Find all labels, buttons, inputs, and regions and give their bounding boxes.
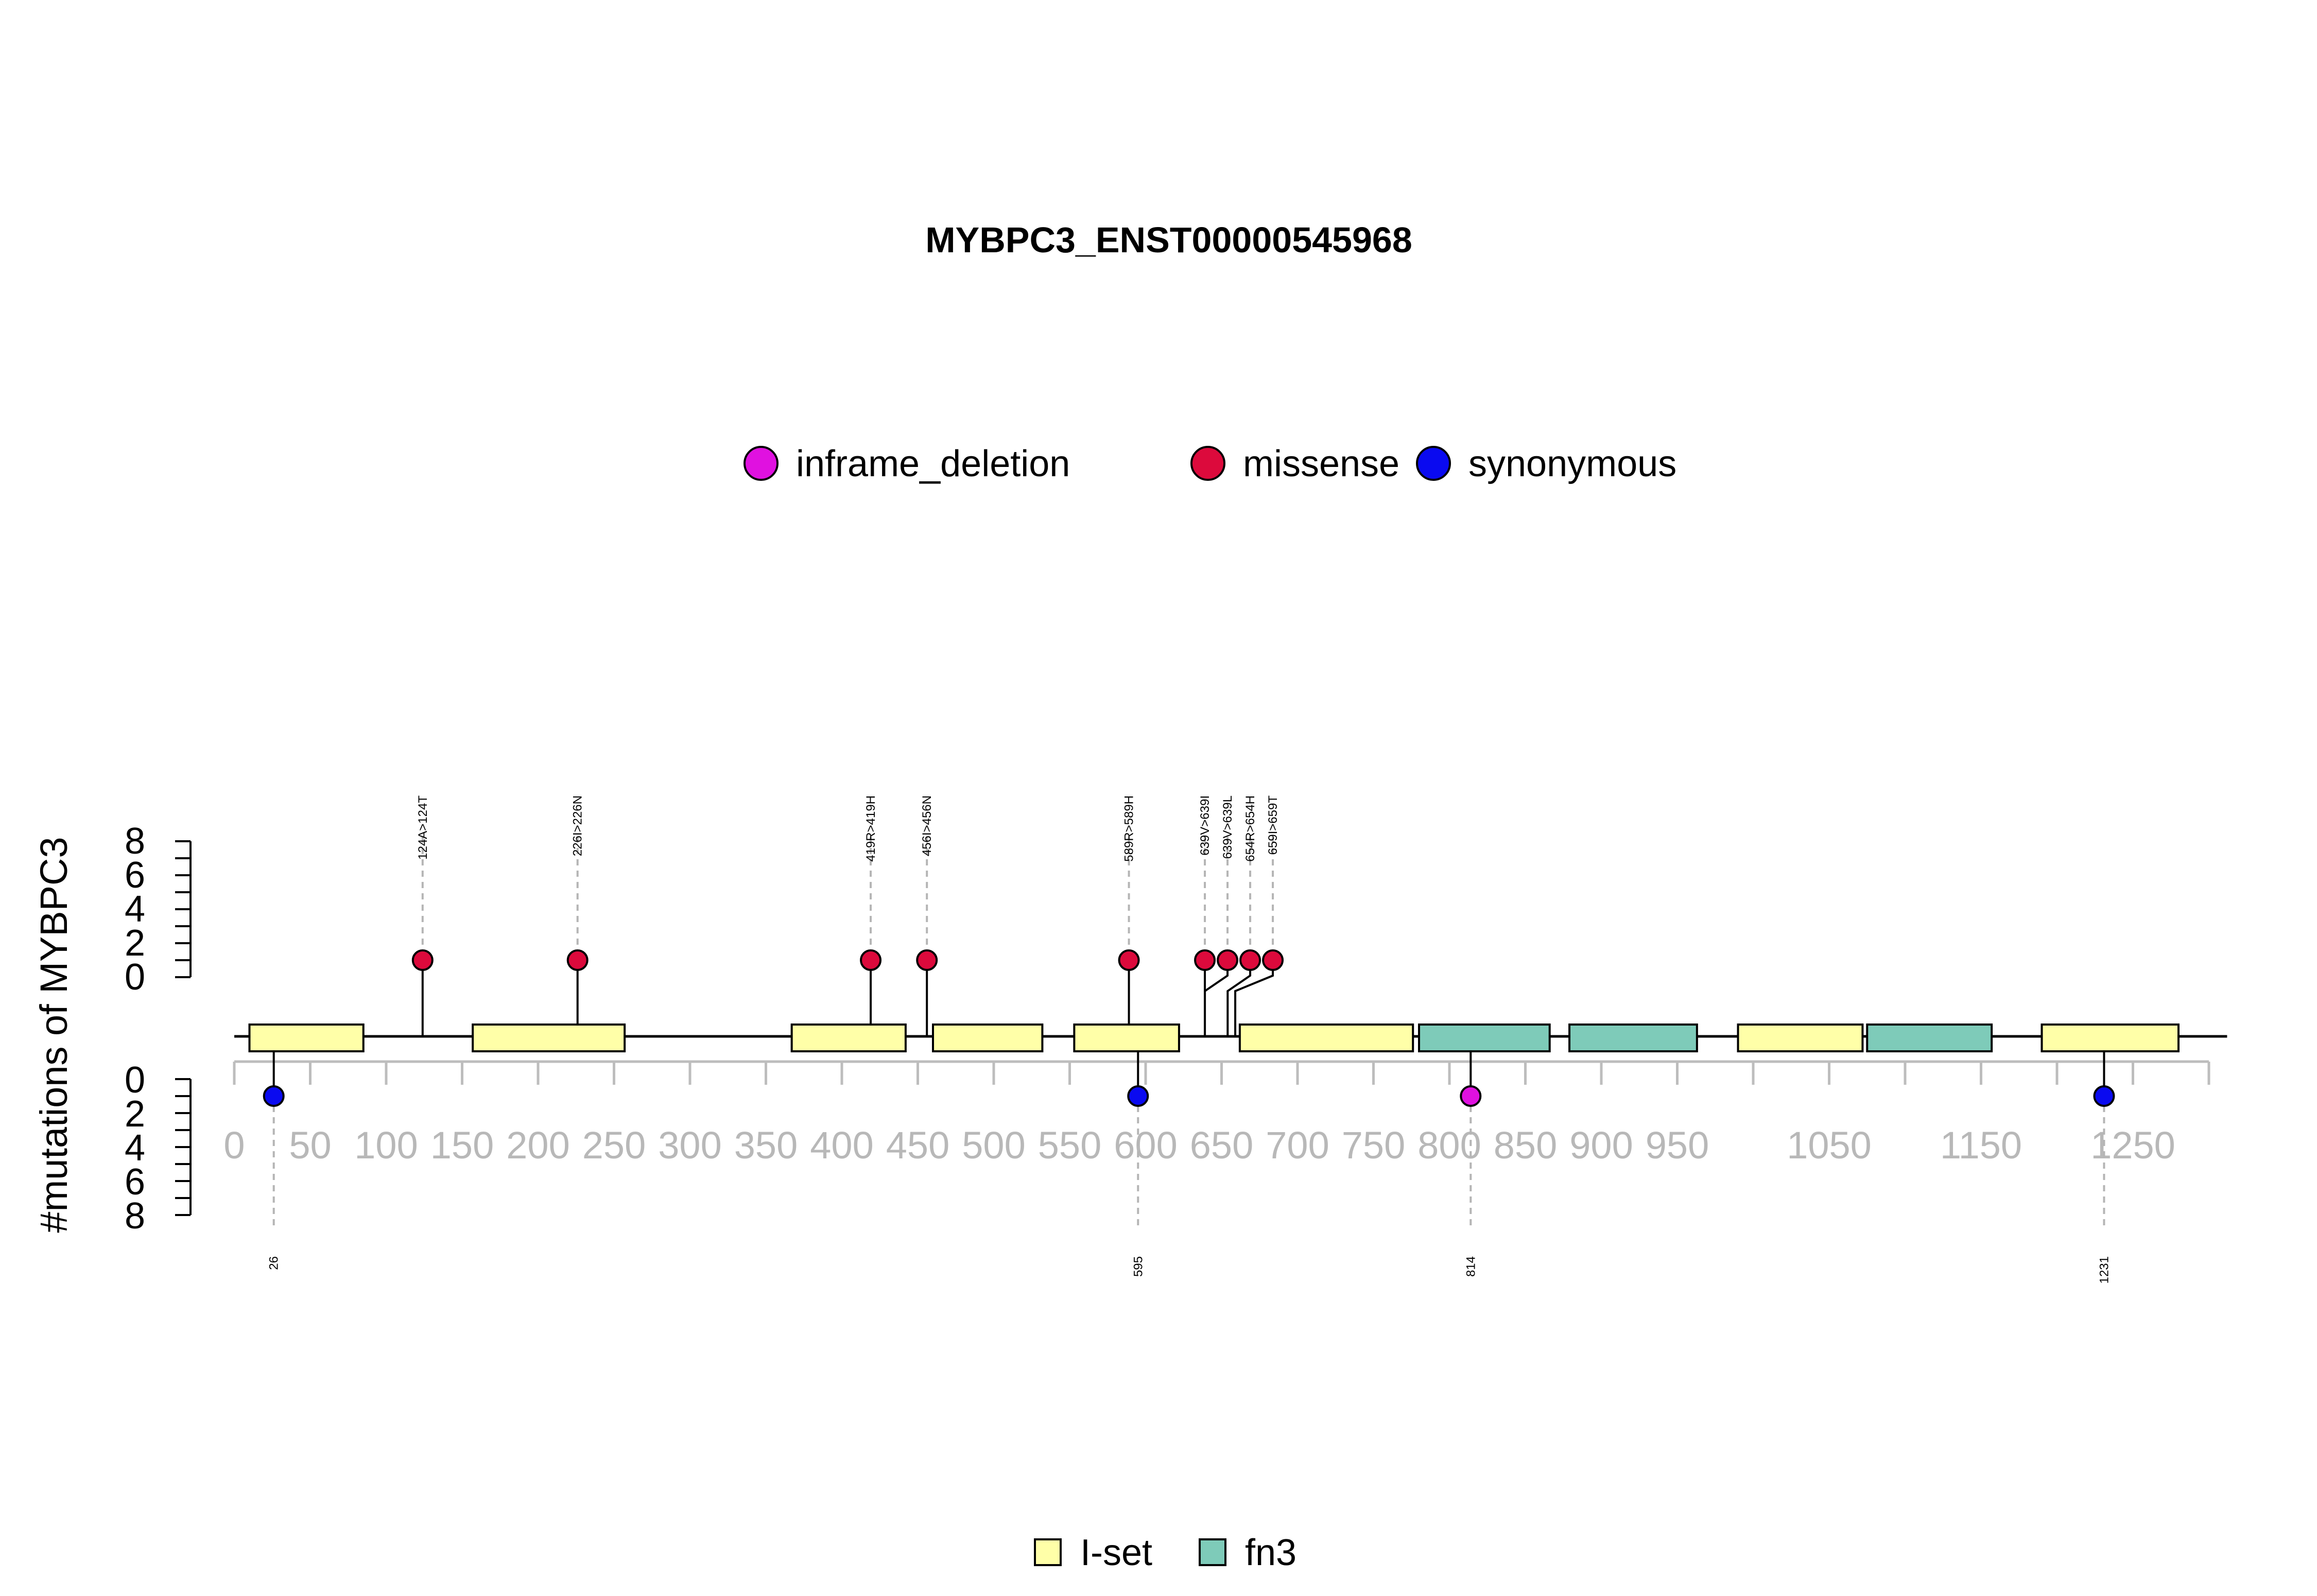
- mutation-point-missense: [1217, 949, 1239, 971]
- mutation-labels: 124A>124T 226I>226N 419R>419H 456I>456N 589R…: [267, 795, 2112, 1284]
- lower-y-tick-label: 2: [125, 1094, 145, 1135]
- upper-y-tick-label: 4: [125, 889, 145, 930]
- domain-I-set: [248, 1023, 365, 1052]
- mutation-point-missense: [566, 949, 589, 971]
- domain-fn3: [1568, 1023, 1698, 1052]
- x-tick-label: 50: [289, 1124, 331, 1167]
- x-tick-label: 250: [582, 1124, 646, 1167]
- legend-swatch-I-set: [1034, 1538, 1062, 1566]
- lower-y-tick-label: 0: [125, 1060, 145, 1101]
- upper-y-tick-label: 6: [125, 855, 145, 896]
- mutation-label: 124A>124T: [416, 795, 430, 860]
- lower-y-tick-label: 4: [125, 1127, 145, 1169]
- y-axis-label: #mutations of MYBPC3: [32, 837, 75, 1233]
- mutation-point-synonymous: [1127, 1085, 1149, 1107]
- upper-y-tick-label: 0: [125, 957, 145, 998]
- x-tick-label: 900: [1569, 1124, 1633, 1167]
- domain-I-set: [1238, 1023, 1414, 1052]
- x-tick-label: 1050: [1787, 1124, 1872, 1167]
- x-tick-label: 650: [1190, 1124, 1253, 1167]
- mutation-label: 654R>654H: [1243, 795, 1257, 862]
- mutation-point-missense: [916, 949, 938, 971]
- x-tick-label: 0: [223, 1124, 245, 1167]
- x-tick-label: 850: [1494, 1124, 1557, 1167]
- mutation-point-missense: [411, 949, 434, 971]
- x-tick-label: 950: [1646, 1124, 1709, 1167]
- mutation-label: 659I>659T: [1266, 795, 1280, 855]
- mutation-label: 226I>226N: [571, 795, 585, 856]
- mutation-point-synonymous: [2093, 1085, 2115, 1107]
- x-tick-label: 350: [734, 1124, 798, 1167]
- mutation-point-missense: [860, 949, 882, 971]
- x-tick-label: 700: [1266, 1124, 1329, 1167]
- mutation-point-missense: [1118, 949, 1140, 971]
- mutation-label-below: 1231: [2097, 1256, 2111, 1283]
- x-tick-label: 100: [354, 1124, 418, 1167]
- legend-marker-synonymous: [1416, 446, 1451, 481]
- x-tick-label: 200: [506, 1124, 569, 1167]
- mutation-legend: inframe_deletion missense synonymous: [743, 443, 1676, 484]
- chart-title: MYBPC3_ENST00000545968: [925, 220, 1412, 260]
- legend-marker-missense: [1190, 446, 1225, 481]
- mutation-label-below: 595: [1131, 1256, 1145, 1277]
- domain-I-set: [790, 1023, 907, 1052]
- domain-fn3: [1866, 1023, 1993, 1052]
- legend-swatch-fn3: [1199, 1538, 1226, 1566]
- upper-y-tick-label: 2: [125, 923, 145, 964]
- x-tick-label: 600: [1114, 1124, 1177, 1167]
- mutation-label: 589R>589H: [1122, 795, 1136, 862]
- x-tick-label: 1150: [1940, 1124, 2022, 1167]
- legend-marker-inframe_deletion: [743, 446, 779, 481]
- upper-y-tick-label: 8: [125, 821, 145, 862]
- domain-fn3: [1418, 1023, 1551, 1052]
- domain-I-set: [2041, 1023, 2180, 1052]
- mutation-point-missense: [1239, 949, 1261, 971]
- mutation-label-below: 814: [1464, 1256, 1478, 1277]
- lower-y-tick-label: 8: [125, 1195, 145, 1237]
- domain-I-set: [1073, 1023, 1180, 1052]
- x-tick-label: 550: [1038, 1124, 1101, 1167]
- legend-label-fn3: fn3: [1245, 1532, 1296, 1573]
- mutation-point-inframe_deletion: [1460, 1085, 1482, 1107]
- domain-legend: I-set fn3: [1034, 1532, 1296, 1573]
- legend-label-inframe_deletion: inframe_deletion: [796, 443, 1070, 484]
- legend-label-I-set: I-set: [1080, 1532, 1152, 1573]
- domain-I-set: [932, 1023, 1044, 1052]
- mutation-label: 456I>456N: [920, 795, 934, 856]
- mutation-label: 639V>639I: [1198, 795, 1212, 856]
- x-tick-label: 450: [886, 1124, 949, 1167]
- legend-label-missense: missense: [1243, 443, 1399, 484]
- mutation-point-synonymous: [263, 1085, 285, 1107]
- x-tick-label: 300: [658, 1124, 721, 1167]
- legend-label-synonymous: synonymous: [1468, 443, 1676, 484]
- domain-boxes: [248, 1023, 2180, 1052]
- mutation-point-missense: [1194, 949, 1216, 971]
- mutation-points: [263, 949, 2115, 1107]
- lower-y-tick-label: 6: [125, 1161, 145, 1203]
- x-tick-label: 750: [1342, 1124, 1405, 1167]
- mutation-label-below: 26: [267, 1256, 281, 1270]
- mutation-label: 419R>419H: [864, 795, 878, 862]
- x-tick-label: 400: [810, 1124, 873, 1167]
- domain-I-set: [472, 1023, 626, 1052]
- domain-I-set: [1737, 1023, 1864, 1052]
- x-tick-label: 500: [962, 1124, 1025, 1167]
- lollipop-stem: [1204, 960, 1229, 1036]
- mutation-point-missense: [1262, 949, 1284, 971]
- mutation-label: 639V>639L: [1221, 795, 1235, 859]
- x-tick-label: 150: [430, 1124, 494, 1167]
